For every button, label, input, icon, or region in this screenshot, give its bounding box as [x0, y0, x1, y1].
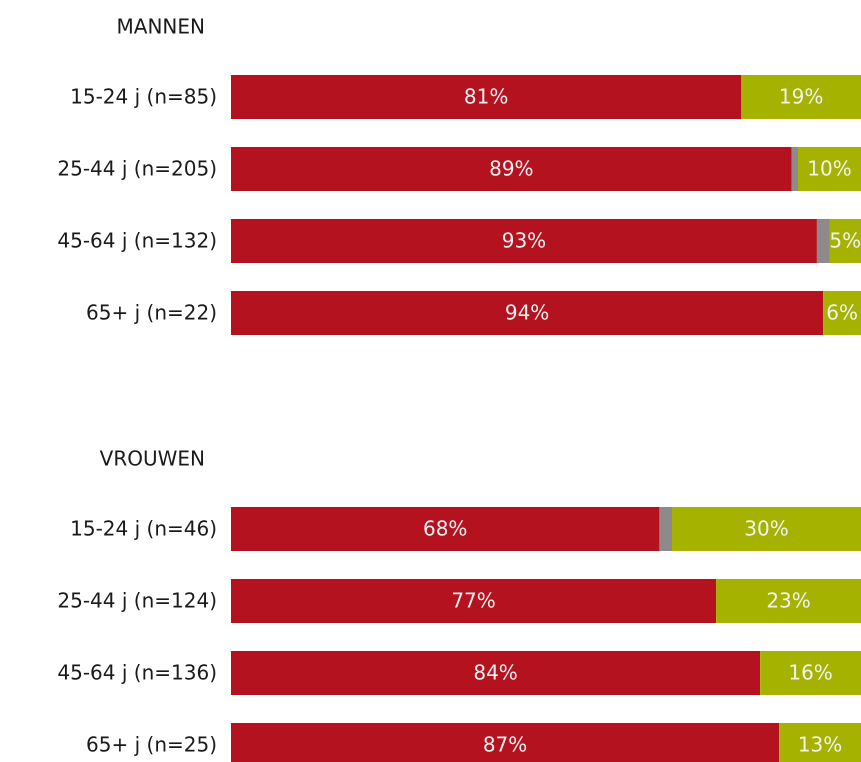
value-label: 16% — [788, 661, 832, 685]
bar-segment — [672, 507, 861, 551]
bar-segment — [791, 147, 798, 191]
value-label: 87% — [483, 733, 527, 757]
category-label: 65+ j (n=22) — [86, 301, 217, 325]
value-label: 77% — [451, 589, 495, 613]
category-label: 65+ j (n=25) — [86, 733, 217, 757]
bar-segment — [823, 291, 861, 335]
group-title: VROUWEN — [100, 447, 205, 471]
value-label: 68% — [423, 517, 467, 541]
category-label: 15-24 j (n=46) — [70, 517, 217, 541]
bar-segment — [231, 723, 780, 762]
category-label: 25-44 j (n=205) — [57, 157, 217, 181]
value-label: 84% — [473, 661, 517, 685]
value-label: 10% — [807, 157, 851, 181]
category-label: 45-64 j (n=132) — [57, 229, 217, 253]
bar-segment — [798, 147, 861, 191]
bar-segment — [231, 219, 817, 263]
bar-segment — [231, 147, 792, 191]
bar-segment — [231, 75, 742, 119]
bar-segment — [816, 219, 830, 263]
bar-segment — [659, 507, 672, 551]
value-label: 94% — [505, 301, 549, 325]
value-label: 89% — [489, 157, 533, 181]
value-label: 23% — [766, 589, 810, 613]
value-label: 13% — [798, 733, 842, 757]
bar-segment — [231, 579, 717, 623]
bar-segment — [829, 219, 861, 263]
category-label: 25-44 j (n=124) — [57, 589, 217, 613]
bar-segment — [716, 579, 861, 623]
bar-segment — [231, 291, 824, 335]
bar-segment — [231, 651, 761, 695]
value-label: 5% — [829, 229, 861, 253]
value-label: 6% — [826, 301, 858, 325]
bar-segment — [779, 723, 861, 762]
category-label: 45-64 j (n=136) — [57, 661, 217, 685]
bar-segment — [231, 507, 660, 551]
bar-segment — [760, 651, 861, 695]
value-label: 93% — [502, 229, 546, 253]
category-label: 15-24 j (n=85) — [70, 85, 217, 109]
value-label: 30% — [744, 517, 788, 541]
group-title: MANNEN — [117, 15, 205, 39]
value-label: 81% — [464, 85, 508, 109]
value-label: 19% — [779, 85, 823, 109]
bar-segment — [741, 75, 861, 119]
